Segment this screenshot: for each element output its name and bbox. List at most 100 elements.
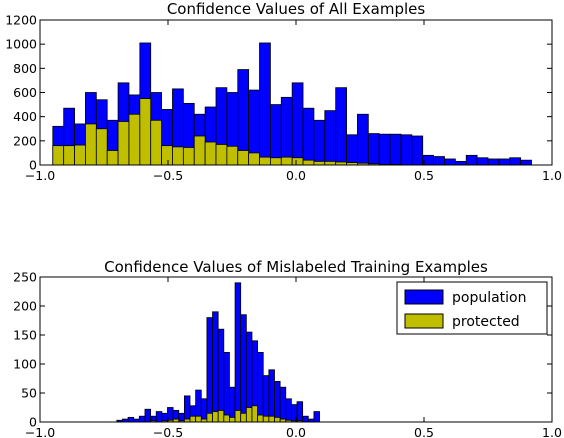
- bar-population: [200, 398, 208, 423]
- bar-protected: [52, 145, 65, 166]
- x-tick-label: 1.0: [542, 168, 562, 183]
- bar-population: [324, 110, 337, 166]
- chart-title: Confidence Values of All Examples: [167, 0, 426, 18]
- bar-population: [313, 411, 320, 423]
- bar-population: [346, 134, 358, 166]
- bar-population: [296, 401, 304, 423]
- bar-population: [223, 351, 230, 423]
- bar-population: [274, 380, 281, 423]
- bar-population: [476, 157, 489, 166]
- bar-protected: [206, 412, 213, 423]
- bar-protected: [106, 150, 119, 166]
- bar-population: [465, 154, 478, 166]
- y-tick-label: 150: [13, 328, 37, 343]
- bar-population: [262, 375, 270, 423]
- legend-swatch-protected: [404, 313, 444, 329]
- y-tick-label: 250: [13, 270, 37, 285]
- bar-protected: [204, 141, 217, 166]
- bar-population: [357, 113, 369, 166]
- bar-population: [378, 133, 391, 166]
- bar-protected: [195, 415, 202, 423]
- bar-population: [155, 411, 163, 423]
- bar-population: [144, 408, 151, 423]
- bar-protected: [237, 150, 250, 166]
- bar-population: [285, 398, 292, 423]
- x-tick-label: −0.5: [153, 425, 183, 438]
- bar-population: [269, 104, 282, 166]
- bar-protected: [251, 405, 259, 423]
- y-tick-label: 0: [29, 158, 37, 173]
- bar-population: [444, 158, 456, 166]
- bar-protected: [128, 113, 141, 166]
- bar-protected: [223, 414, 230, 423]
- bar-protected: [248, 152, 260, 166]
- bar-protected: [274, 416, 281, 423]
- bar-population: [291, 82, 304, 166]
- bar-population: [411, 135, 424, 166]
- y-tick-label: 100: [13, 357, 37, 372]
- axis-ticks-all-examples: −1.0 −0.5 0.0 0.5 1.0 0 200 400 600 800 1000 1200: [5, 13, 562, 184]
- plot-frame: [39, 19, 553, 166]
- x-tick-label: −0.5: [153, 168, 183, 183]
- bar-protected: [302, 159, 315, 166]
- bar-population: [127, 416, 135, 423]
- bar-population: [400, 134, 413, 166]
- bar-population: [138, 415, 146, 423]
- bar-protected: [234, 409, 242, 423]
- bar-protected: [161, 145, 173, 166]
- bar-protected: [226, 145, 239, 166]
- histogram-all-examples: Confidence Values of All Examples −1.0 −0…: [5, 0, 562, 183]
- y-tick-label: 600: [13, 85, 37, 100]
- bar-population: [212, 311, 219, 423]
- bar-protected: [240, 412, 247, 423]
- bar-protected: [215, 144, 228, 166]
- bar-protected: [245, 407, 253, 423]
- plot-frame: [39, 276, 553, 423]
- y-tick-label: 50: [21, 386, 37, 401]
- legend: population protected: [396, 281, 548, 335]
- bar-protected: [172, 146, 184, 166]
- bar-protected: [74, 144, 86, 166]
- histogram-mislabeled-examples: Confidence Values of Mislabeled Training…: [13, 258, 562, 438]
- bar-population: [280, 96, 293, 166]
- x-tick-label: 0.0: [286, 168, 306, 183]
- bar-population: [335, 87, 347, 166]
- bar-protected: [262, 415, 270, 423]
- x-tick-label: −1.0: [25, 425, 55, 438]
- bar-protected: [324, 160, 337, 166]
- bar-population: [279, 386, 287, 423]
- bar-population: [313, 119, 326, 166]
- bar-population: [206, 317, 213, 423]
- y-tick-label: 400: [13, 109, 37, 124]
- y-tick-label: 200: [13, 133, 37, 148]
- bar-population: [229, 386, 236, 423]
- bar-protected: [189, 415, 197, 423]
- bar-population: [259, 42, 271, 166]
- x-tick-label: 0.0: [286, 425, 306, 438]
- bar-population: [487, 158, 500, 166]
- bar-population: [183, 395, 191, 423]
- y-tick-label: 200: [13, 299, 37, 314]
- bar-population: [240, 314, 247, 423]
- bars-all-examples: [52, 42, 532, 166]
- y-tick-label: 1000: [5, 37, 37, 52]
- bar-protected: [95, 128, 108, 166]
- bar-protected: [217, 409, 225, 423]
- bar-protected: [212, 411, 219, 423]
- legend-label-protected: protected: [452, 314, 520, 330]
- bar-protected: [150, 119, 163, 166]
- y-tick-label: 800: [13, 61, 37, 76]
- x-tick-label: 1.0: [542, 425, 562, 438]
- bar-protected: [85, 123, 97, 166]
- bar-protected: [193, 135, 206, 166]
- bar-protected: [280, 156, 293, 166]
- bar-protected: [259, 156, 271, 166]
- bar-population: [433, 156, 445, 166]
- bar-protected: [269, 157, 282, 166]
- bar-protected: [229, 416, 236, 423]
- bar-population: [498, 158, 511, 166]
- bar-protected: [313, 160, 326, 166]
- y-tick-label: 0: [29, 415, 37, 430]
- bar-population: [302, 107, 315, 166]
